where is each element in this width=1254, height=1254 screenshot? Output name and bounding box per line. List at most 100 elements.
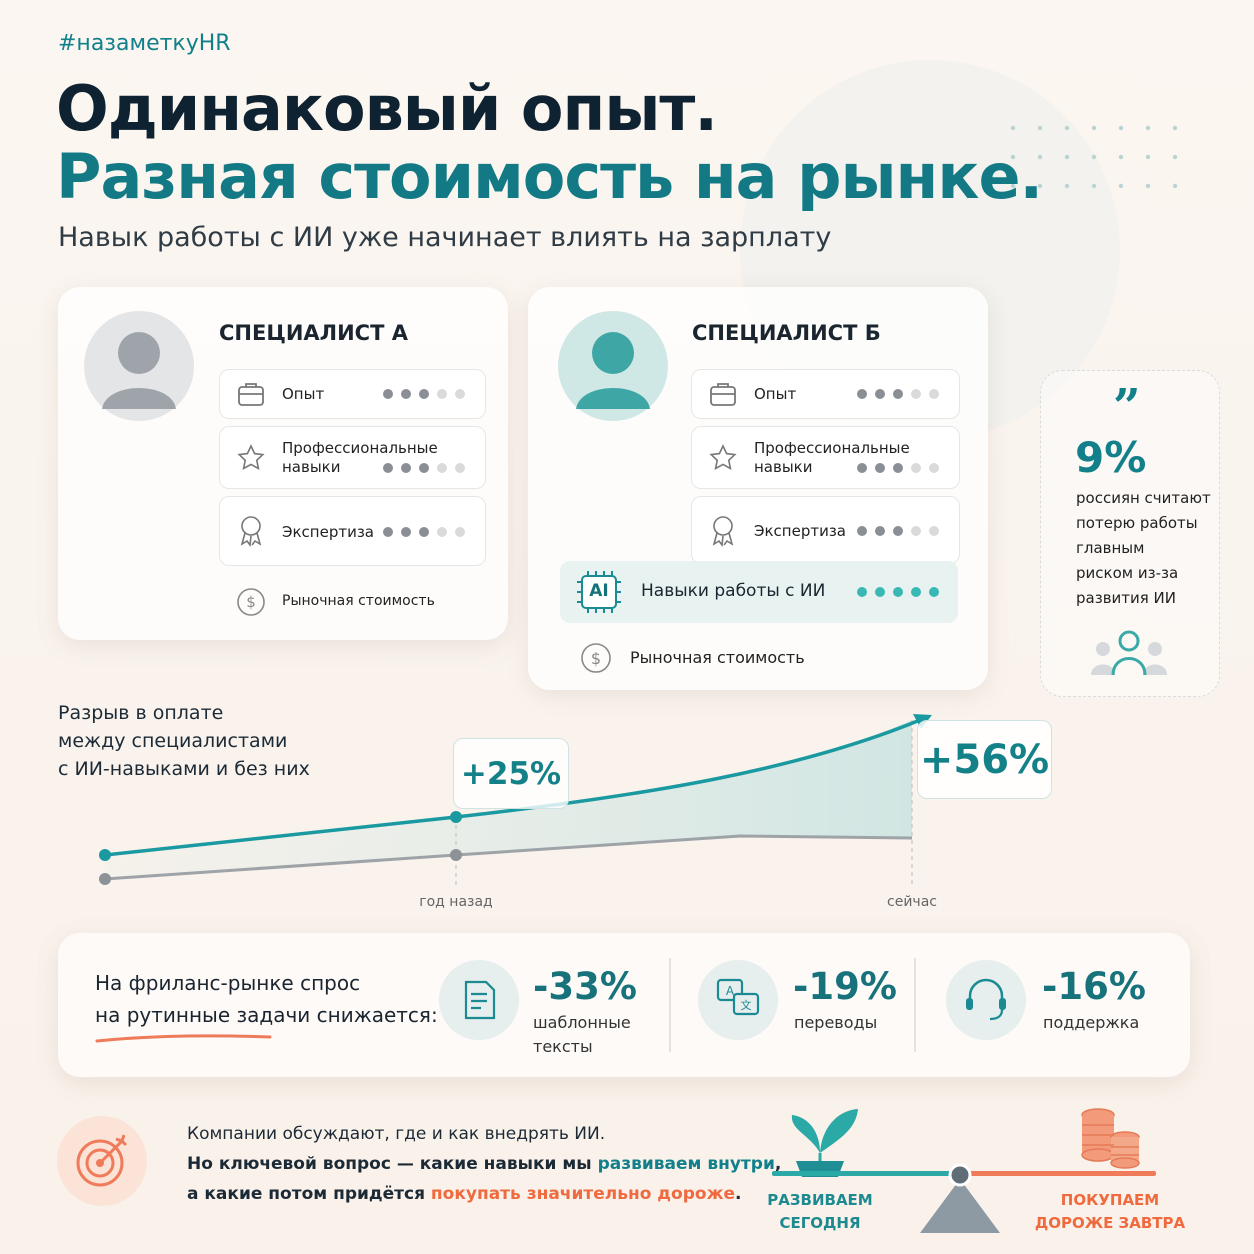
dollar-icon: $ [581, 643, 611, 673]
decor-dot [1010, 125, 1016, 131]
text: . [735, 1184, 742, 1204]
skill-row: Профессиональные навыки [219, 426, 486, 489]
avatar [84, 311, 194, 421]
svg-text:$: $ [591, 649, 601, 668]
decor-dot [1064, 183, 1070, 189]
title-line-2: Разная стоимость на рынке. [56, 140, 1043, 213]
star-icon [237, 444, 265, 471]
briefcase-icon [238, 383, 264, 406]
rating-dot [911, 526, 921, 536]
text: а какие потом придётся [187, 1184, 431, 1204]
caption-line: Разрыв в оплате [58, 702, 224, 724]
gap-illustration [99, 714, 932, 885]
rating-dot [875, 587, 885, 597]
skill-label: Профессиональные навыки [754, 439, 910, 476]
decor-dot [1091, 125, 1097, 131]
rating-dots [857, 389, 939, 399]
skill-label: Экспертиза [754, 522, 846, 540]
skill-label: Опыт [282, 385, 325, 403]
decor-dot [1091, 154, 1097, 160]
skill-row: Экспертиза [691, 496, 960, 564]
freelance-caption: На фриланс-рынке спрос на рутинные задач… [95, 967, 438, 1031]
decor-dot [1037, 183, 1043, 189]
balance-right-label: ПОКУПАЕМ ДОРОЖЕ ЗАВТРА [1030, 1189, 1190, 1235]
label-line: тексты [533, 1037, 593, 1056]
market-label: Рыночная стоимость [282, 593, 435, 609]
decor-dot [1010, 183, 1016, 189]
line-with-ai [104, 716, 926, 857]
rating-dot [911, 587, 921, 597]
rating-dot [911, 463, 921, 473]
footer-line: Компании обсуждают, где и как внедрять И… [187, 1124, 606, 1144]
rating-dot [929, 389, 939, 399]
rating-dot [437, 527, 447, 537]
underline [95, 1034, 272, 1043]
rating-dot [419, 389, 429, 399]
decor-dot [1145, 154, 1151, 160]
decor-dot [1172, 125, 1178, 131]
decor-dot [1172, 183, 1178, 189]
gap-caption: Разрыв в оплате между специалистами с ИИ… [58, 699, 310, 783]
svg-text:A: A [726, 984, 735, 998]
rating-dots [383, 389, 465, 399]
rating-dot [401, 527, 411, 537]
headset-icon [946, 960, 1026, 1040]
point [450, 811, 462, 823]
decline-value: -16% [1042, 965, 1146, 1008]
decor-dot [1064, 125, 1070, 131]
skill-row: Экспертиза [219, 496, 486, 566]
decline-label: переводы [794, 1011, 877, 1035]
gap-area [105, 720, 912, 879]
svg-text:$: $ [246, 593, 256, 611]
skill-label: Профессиональные навыки [282, 439, 438, 476]
decor-dot [1091, 183, 1097, 189]
rating-dot [419, 527, 429, 537]
avatar [558, 311, 668, 421]
caption-line: на рутинные задачи снижается: [95, 1003, 438, 1027]
ai-icon-text: AI [589, 581, 609, 601]
divider [914, 958, 916, 1052]
freelance-panel: На фриланс-рынке спрос на рутинные задач… [58, 933, 1190, 1077]
x-label: год назад [419, 894, 493, 910]
line-without-ai [104, 834, 913, 881]
ai-skill-row: AI Навыки работы с ИИ [560, 561, 958, 623]
decor-dot [1172, 154, 1178, 160]
quote-mark: ” [1113, 379, 1141, 435]
skill-label: Навыки работы с ИИ [641, 581, 826, 601]
rating-dot [893, 587, 903, 597]
rating-dots [383, 527, 465, 537]
rating-dot [857, 463, 867, 473]
footer-line: Но ключевой вопрос — какие навыки мы раз… [187, 1149, 781, 1179]
text: Но ключевой вопрос — какие навыки мы [187, 1154, 598, 1174]
dollar-icon: $ [237, 588, 265, 616]
label-line: РАЗВИВАЕМ [767, 1191, 873, 1209]
label-line: поддержка [1043, 1013, 1140, 1032]
label-line: переводы [794, 1013, 878, 1032]
svg-text:文: 文 [741, 998, 752, 1012]
stat-line: риском из-за [1076, 564, 1179, 582]
point [99, 849, 111, 861]
decline-label: поддержка [1043, 1011, 1139, 1035]
rating-dot [437, 463, 447, 473]
hashtag: #назаметкуHR [58, 31, 231, 56]
decor-dot [1118, 183, 1124, 189]
decline-value: -33% [533, 965, 637, 1008]
document-icon [439, 960, 519, 1040]
decor-dot [1118, 154, 1124, 160]
skill-row: Профессиональные навыки [691, 426, 960, 489]
divider [669, 958, 671, 1052]
balance-left-label: РАЗВИВАЕМ СЕГОДНЯ [750, 1189, 890, 1235]
target-icon [57, 1116, 147, 1206]
label-line: ДОРОЖЕ ЗАВТРА [1034, 1214, 1186, 1232]
rating-dot [929, 526, 939, 536]
skill-label: Опыт [754, 385, 797, 403]
rating-dot [455, 389, 465, 399]
highlight-teal: развиваем внутри [597, 1154, 775, 1174]
ai-chip-icon [577, 571, 621, 613]
rating-dot [857, 389, 867, 399]
footer-line: а какие потом придётся покупать значител… [187, 1179, 781, 1209]
rating-dots [857, 526, 939, 536]
rating-dot [383, 463, 393, 473]
decor-dot [1037, 154, 1043, 160]
